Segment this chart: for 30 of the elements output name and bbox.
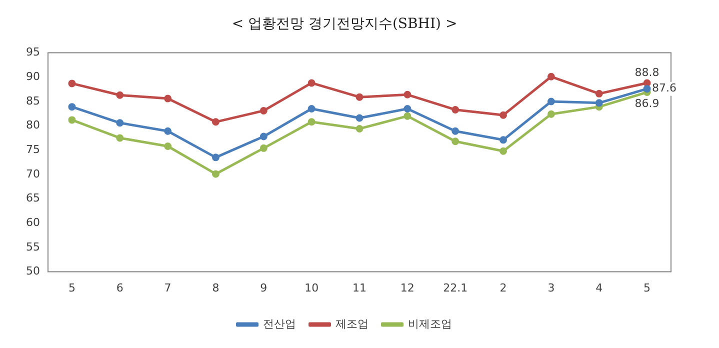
y-tick-label: 50 (26, 264, 40, 278)
y-tick-label: 65 (26, 192, 40, 205)
data-label: 86.9 (634, 97, 660, 110)
x-tick-label: 9 (260, 281, 268, 294)
x-tick-label: 22.1 (443, 281, 468, 294)
x-tick-label: 12 (400, 281, 414, 294)
y-tick-label: 95 (26, 46, 40, 59)
x-tick-label: 5 (68, 281, 76, 294)
y-tick-label: 75 (26, 142, 40, 156)
data-label: 87.6 (652, 82, 677, 95)
x-tick-label: 6 (116, 281, 124, 294)
legend-label: 전산업 (262, 317, 296, 330)
data-label: 88.8 (634, 66, 660, 79)
x-tick-label: 11 (352, 281, 366, 294)
y-tick-label: 70 (26, 167, 40, 180)
x-tick-label: 2 (500, 281, 507, 294)
legend-label: 제조업 (335, 317, 368, 330)
y-tick-label: 60 (26, 216, 40, 229)
y-tick-label: 90 (26, 70, 40, 83)
y-tick-label: 80 (26, 118, 40, 132)
x-tick-label: 4 (596, 281, 603, 294)
legend-label: 비제조업 (408, 317, 452, 330)
x-tick-label: 3 (548, 281, 555, 294)
y-tick-label: 55 (26, 240, 40, 254)
chart-title: < 업황전망 경기전망지수(SBHI) > (232, 16, 458, 32)
y-tick-label: 85 (26, 94, 40, 108)
x-tick-label: 7 (164, 281, 172, 294)
x-tick-label: 5 (644, 281, 651, 294)
x-tick-label: 8 (212, 281, 220, 294)
x-tick-label: 10 (304, 281, 319, 294)
